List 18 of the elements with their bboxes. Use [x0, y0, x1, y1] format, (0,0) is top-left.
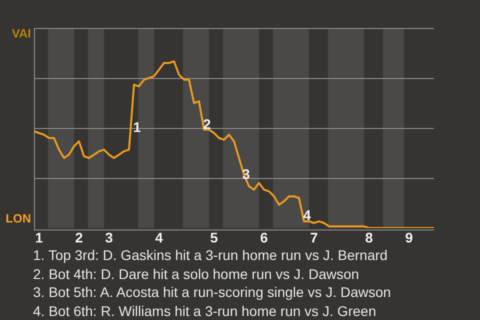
x-tick-label: 4	[155, 229, 164, 246]
x-tick-label: 2	[75, 229, 84, 246]
text: 2. Bot 4th: D. Dare hit a solo home run vs J. Dawson	[33, 264, 360, 283]
x-tick-label: 8	[365, 229, 374, 246]
x-tick-label: 7	[310, 229, 318, 246]
text: 1. Top 3rd: D. Gaskins hit a 3-run home run vs J. Bernard	[33, 246, 389, 264]
annotation: 4	[303, 206, 312, 223]
x-tick-label: 5	[210, 229, 218, 246]
text: 3. Bot 5th: A. Acosta hit a run-scoring single vs J. Dawson	[33, 283, 391, 302]
x-tick-label: 6	[260, 229, 268, 246]
annotation: 1	[133, 118, 142, 135]
text: 4. Bot 6th: R. Williams hit a 3-run home run vs J. Green	[33, 302, 378, 320]
annotation: 2	[203, 116, 212, 132]
x-tick-label: 3	[105, 229, 114, 246]
text: VAI	[12, 26, 31, 40]
x-tick-label: 9	[405, 229, 414, 246]
text: LON	[6, 211, 31, 226]
x-tick-label: 1	[35, 229, 44, 246]
